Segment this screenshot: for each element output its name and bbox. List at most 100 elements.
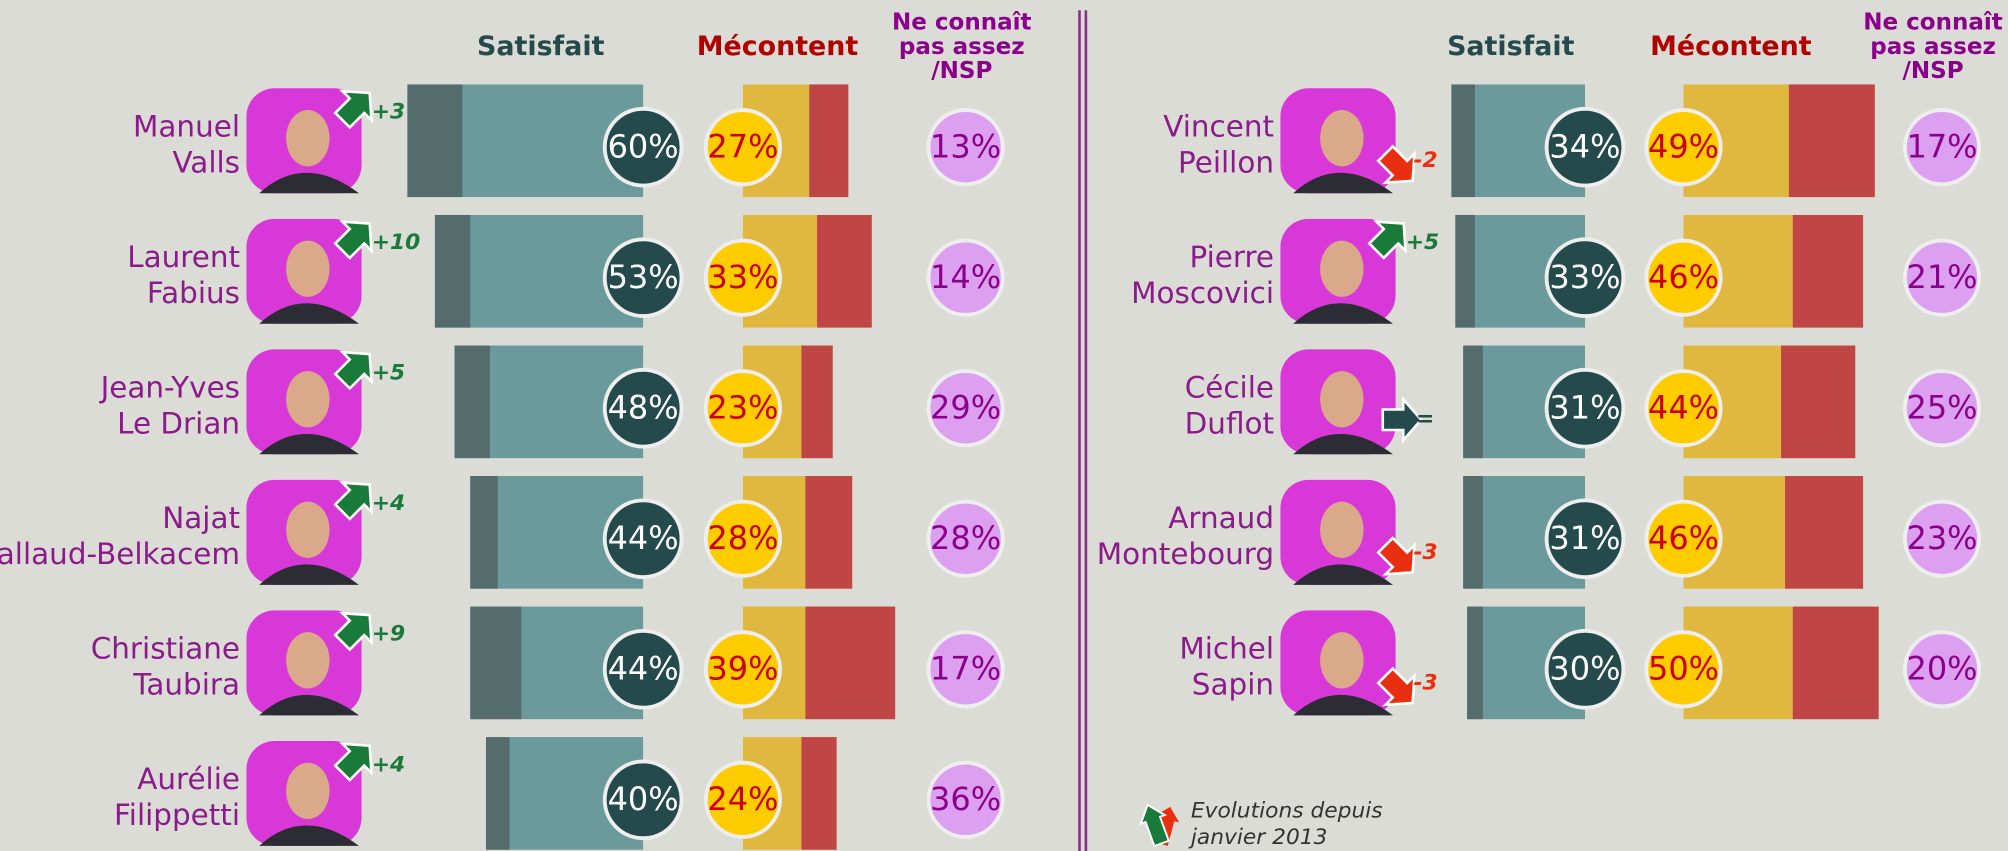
- value-badge: [602, 367, 684, 449]
- bar-strong: [1781, 345, 1856, 459]
- bar-strong: [454, 345, 490, 459]
- value-badge: [602, 628, 684, 710]
- evolution-arrow: [1376, 666, 1416, 707]
- minister-name: Arnaud: [1168, 501, 1274, 535]
- value-badge: [703, 108, 782, 187]
- value-label: 21%: [1906, 258, 1977, 296]
- photo-body: [1293, 433, 1394, 455]
- evolution-label: +4: [372, 491, 405, 516]
- evolution-arrow: [1381, 395, 1423, 444]
- minister-name: Christiane: [91, 632, 240, 666]
- photo-face: [1320, 110, 1364, 167]
- value-badge: [1544, 628, 1626, 710]
- photo-face: [286, 501, 330, 558]
- bar-strong: [1467, 606, 1483, 720]
- bar-strong: [434, 214, 471, 328]
- note: Evolutions depuis: [1191, 798, 1383, 823]
- photo-body: [259, 564, 360, 585]
- value-badge: [1644, 630, 1723, 709]
- value-badge: [1902, 630, 1982, 709]
- header: pas assez: [1870, 34, 1996, 60]
- photo: [1280, 479, 1396, 585]
- value-badge: [703, 630, 782, 709]
- bar-strong: [805, 476, 853, 589]
- arrow-shape: [333, 742, 373, 782]
- arrow-shape: [1376, 666, 1416, 707]
- photo: [246, 349, 362, 455]
- value-label: 44%: [1648, 389, 1719, 427]
- arrow-shape: [1376, 536, 1416, 576]
- bar-strong: [1792, 606, 1879, 720]
- value-label: 30%: [1549, 650, 1620, 688]
- value-badge: [602, 237, 684, 319]
- photo: [1280, 218, 1396, 324]
- photo-body: [259, 303, 360, 324]
- bar-strong: [1463, 476, 1483, 589]
- evolution-label: +3: [372, 100, 405, 125]
- value-badge: [1644, 238, 1723, 317]
- photo: [246, 479, 362, 585]
- evolution-label: +9: [372, 622, 405, 647]
- arrow-shape: [333, 611, 373, 652]
- value-label: 33%: [1549, 258, 1620, 296]
- arrow-shape: [1367, 220, 1407, 260]
- evolution-arrow: [1376, 536, 1416, 576]
- photo: [1280, 349, 1396, 455]
- value-badge: [1644, 108, 1723, 187]
- photo: [246, 218, 362, 324]
- header: Mécontent: [697, 31, 859, 62]
- bar-strong: [470, 476, 498, 589]
- value-label: 39%: [707, 650, 778, 688]
- evolution-arrow: [1376, 144, 1416, 185]
- header: /NSP: [1902, 58, 1963, 84]
- minister-name: Vallaud-Belkacem: [0, 537, 240, 571]
- bar-strong: [805, 606, 896, 720]
- bar-strong: [1455, 214, 1475, 328]
- header: Satisfait: [477, 31, 605, 62]
- minister-name: Montebourg: [1097, 537, 1274, 571]
- photo-face: [286, 632, 330, 689]
- arrow-shape: [333, 220, 373, 260]
- note-icon: [1139, 803, 1180, 848]
- photo-face: [286, 762, 330, 820]
- photo: [246, 610, 362, 716]
- bar-strong: [801, 345, 833, 459]
- minister-name: Jean-Yves: [99, 371, 240, 405]
- value-label: 17%: [930, 650, 1001, 688]
- value-badge: [703, 760, 782, 839]
- value-label: 29%: [930, 389, 1001, 427]
- bar-strong: [485, 737, 510, 850]
- minister-name: Michel: [1179, 632, 1274, 666]
- value-badge: [926, 760, 1005, 839]
- minister-name: Le Drian: [117, 406, 240, 440]
- value-label: 28%: [707, 519, 778, 557]
- header: Ne connaît: [1863, 10, 2003, 36]
- value-badge: [1644, 369, 1723, 448]
- photo-face: [286, 110, 330, 167]
- photo-face: [286, 240, 330, 297]
- photo-face: [1320, 371, 1364, 428]
- value-label: 40%: [608, 780, 679, 818]
- evolution-label: =: [1416, 407, 1434, 432]
- minister-name: Sapin: [1192, 667, 1274, 701]
- value-label: 44%: [608, 519, 679, 557]
- header: Satisfait: [1447, 31, 1575, 62]
- value-label: 14%: [930, 258, 1001, 296]
- minister-name: Cécile: [1185, 371, 1274, 405]
- minister-name: Moscovici: [1131, 276, 1274, 310]
- value-label: 24%: [707, 780, 778, 818]
- minister-name: Aurélie: [137, 762, 240, 796]
- bar-strong: [817, 214, 872, 328]
- photo: [1280, 88, 1396, 194]
- header: /NSP: [931, 58, 992, 84]
- value-badge: [602, 498, 684, 580]
- value-badge: [1544, 498, 1626, 580]
- bar-strong: [1451, 84, 1475, 198]
- bar-strong: [1785, 476, 1864, 589]
- minister-name: Duflot: [1185, 406, 1274, 440]
- value-badge: [1902, 238, 1982, 317]
- minister-name: Filippetti: [114, 798, 240, 832]
- minister-name: Vincent: [1163, 109, 1274, 143]
- evolution-arrow: [333, 611, 373, 652]
